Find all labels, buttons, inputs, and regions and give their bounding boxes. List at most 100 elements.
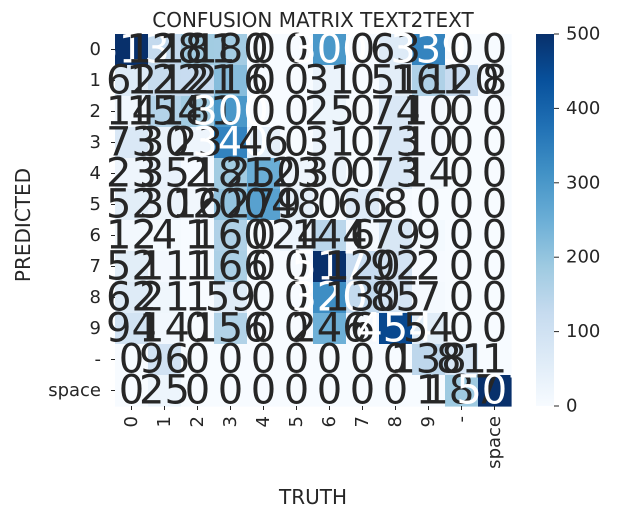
cell-value-label: 128	[126, 27, 202, 73]
heatmap-cell	[313, 313, 347, 345]
heatmap-cell	[478, 158, 512, 190]
cell-value-label: 0	[482, 306, 507, 352]
heatmap-cell	[148, 375, 182, 407]
heatmap-cell	[214, 158, 248, 190]
cell-value-label: 0	[284, 368, 309, 414]
cell-value-label: 0	[449, 213, 474, 259]
heatmap-cell	[247, 251, 281, 283]
heatmap-cell	[478, 282, 512, 314]
x-tick-labels: 0 1 2 3 4 5 6 7 8 9 - space	[121, 406, 505, 469]
cell-value-label: 0	[449, 244, 474, 290]
cell-value-label: 35	[139, 151, 190, 197]
heatmap-cell	[115, 313, 149, 345]
heatmap-cell	[148, 96, 182, 128]
cell-value-label: 8	[383, 182, 408, 228]
heatmap-cell	[115, 127, 149, 159]
cell-value-label: 0	[185, 306, 210, 352]
cell-value-label: 0	[383, 337, 408, 383]
heatmap-cell	[214, 251, 248, 283]
cell-value-label: 0	[284, 89, 309, 135]
cell-value-label: 0	[284, 306, 309, 352]
cell-value-label: 0	[449, 27, 474, 73]
heatmap-cell	[478, 375, 512, 407]
cell-value-label: 16	[172, 182, 223, 228]
heatmap-cell	[115, 251, 149, 283]
heatmap-cell	[247, 189, 281, 221]
cell-value-label: 25	[304, 89, 355, 135]
heatmap-cell	[247, 344, 281, 376]
heatmap-cell	[412, 313, 446, 345]
heatmap-cell	[478, 96, 512, 128]
cell-value-label: 1	[416, 368, 441, 414]
cell-value-label: 25	[139, 368, 190, 414]
heatmap-cell	[379, 189, 413, 221]
cell-value-label: 0	[482, 182, 507, 228]
heatmap-cell	[148, 189, 182, 221]
heatmap-cell	[445, 375, 479, 407]
heatmap-cell	[379, 158, 413, 190]
cell-value-label: 0	[449, 306, 474, 352]
heatmap-cell	[379, 127, 413, 159]
heatmap-cell	[346, 189, 380, 221]
cell-value-label: 0	[482, 244, 507, 290]
heatmap-cell	[181, 158, 215, 190]
heatmap-cell	[181, 189, 215, 221]
heatmap-cell	[148, 282, 182, 314]
x-tick-label: -	[451, 416, 472, 423]
x-tick-label: 9	[418, 416, 439, 427]
cell-value-label: 85	[370, 275, 421, 321]
heatmap-cell	[346, 220, 380, 252]
cell-value-label: 0	[350, 337, 375, 383]
cell-value-label: 11	[139, 244, 190, 290]
heatmap-cell	[148, 158, 182, 190]
heatmap-cell	[412, 251, 446, 283]
cell-value-label: 66	[337, 182, 388, 228]
cell-value-label: 130	[324, 275, 400, 321]
cell-value-label: 30	[139, 182, 190, 228]
heatmap-cell	[478, 251, 512, 283]
heatmap-cell	[214, 375, 248, 407]
cell-value-label: 1	[185, 213, 210, 259]
heatmap-cell	[478, 189, 512, 221]
cell-value-label: 1	[482, 337, 507, 383]
cell-value-label: 31	[304, 120, 355, 166]
cell-value-label: 0	[317, 368, 342, 414]
colorbar-tick-label: 0	[566, 396, 577, 417]
heatmap-cell	[379, 96, 413, 128]
cell-value-label: 0	[350, 58, 375, 104]
cell-value-label: 92	[370, 244, 421, 290]
cell-value-label: 144	[291, 213, 367, 259]
heatmap-cell	[346, 344, 380, 376]
heatmap-cell	[379, 65, 413, 97]
heatmap-cell	[445, 282, 479, 314]
y-tick-label: 1	[90, 70, 101, 91]
heatmap-cell	[280, 220, 314, 252]
heatmap-cell	[115, 65, 149, 97]
cell-value-label: 180	[192, 27, 268, 73]
y-tick-label: space	[48, 380, 101, 401]
cell-value-label: 513	[93, 27, 169, 73]
cell-value-label: 79	[370, 213, 421, 259]
heatmap-cell	[148, 65, 182, 97]
cell-value-label: 250	[225, 151, 301, 197]
cell-value-label: 0	[383, 368, 408, 414]
cell-value-label: 181	[159, 27, 235, 73]
x-tick-label: 1	[154, 416, 175, 427]
x-tick-label: 5	[286, 416, 307, 427]
cell-value-label: 0	[185, 368, 210, 414]
heatmap-cell	[280, 65, 314, 97]
heatmap-cell	[181, 313, 215, 345]
cell-value-label: 339	[390, 27, 466, 73]
heatmap-cell	[445, 127, 479, 159]
heatmap-cell	[280, 282, 314, 314]
heatmap-cell	[412, 220, 446, 252]
heatmap-cell	[181, 282, 215, 314]
cell-value-label: 507	[456, 368, 532, 414]
heatmap-cell	[247, 65, 281, 97]
heatmap-cell	[214, 344, 248, 376]
cell-value-label: 200	[192, 182, 268, 228]
x-tick-label: 0	[121, 416, 142, 427]
y-tick-label: 3	[90, 132, 101, 153]
heatmap-cell	[313, 375, 347, 407]
